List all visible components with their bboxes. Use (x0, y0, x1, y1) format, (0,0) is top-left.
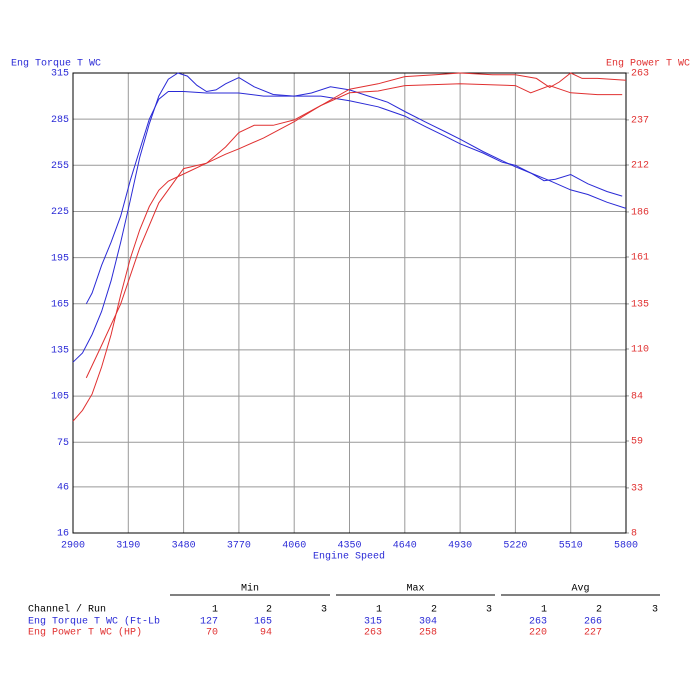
y2-axis-title: Eng Power T WC (606, 59, 690, 70)
header-cell: 3 (652, 605, 658, 616)
y-tick-label: 285 (51, 115, 69, 126)
value-cell: 266 (584, 617, 602, 628)
header-cell: Channel / Run (28, 604, 106, 616)
y-tick-label: 165 (51, 299, 69, 310)
x-tick-label: 5220 (503, 541, 527, 552)
x-tick-label: 4930 (448, 541, 472, 552)
header-cell: 3 (321, 605, 327, 616)
plot-frame (72, 72, 627, 534)
x-tick-label: 3190 (116, 541, 140, 552)
x-tick-label: 4350 (337, 541, 361, 552)
y-tick-label: 315 (51, 69, 69, 80)
value-cell: 263 (529, 617, 547, 628)
y2-tick-label: 59 (631, 437, 643, 448)
y-tick-label: 16 (57, 529, 69, 540)
group-header: Avg (571, 584, 589, 595)
y-tick-label: 46 (57, 482, 69, 493)
value-cell: 227 (584, 628, 602, 639)
x-tick-label: 4640 (393, 541, 417, 552)
y2-tick-label: 135 (631, 300, 649, 311)
value-cell: 127 (200, 617, 218, 628)
data-line (72, 72, 627, 422)
channel-cell: Eng Torque T WC (Ft-Lb (28, 616, 160, 628)
y-tick-label: 225 (51, 207, 69, 218)
x-tick-label: 4060 (282, 541, 306, 552)
y-tick-label: 75 (57, 438, 69, 449)
value-cell: 220 (529, 628, 547, 639)
y2-tick-label: 33 (631, 484, 643, 495)
y-tick-label: 135 (51, 346, 69, 357)
x-tick-label: 3480 (172, 541, 196, 552)
group-header: Min (241, 583, 259, 595)
value-cell: 70 (206, 628, 218, 639)
x-tick-label: 3770 (227, 541, 251, 552)
y2-tick-label: 84 (631, 392, 643, 403)
x-tick-label: 5800 (614, 541, 638, 552)
y2-tick-label: 263 (631, 69, 649, 80)
header-cell: 2 (596, 605, 602, 616)
value-cell: 263 (364, 628, 382, 639)
y2-tick-label: 8 (631, 529, 637, 540)
value-cell: 258 (419, 628, 437, 639)
header-cell: 1 (541, 605, 547, 616)
header-cell: 3 (486, 605, 492, 616)
value-cell: 315 (364, 617, 382, 628)
header-cell: 2 (431, 605, 437, 616)
value-cell: 94 (260, 628, 272, 639)
channel-cell: Eng Power T WC (HP) (28, 627, 142, 639)
data-line (85, 83, 623, 379)
group-header: Max (406, 584, 424, 595)
header-cell: 2 (266, 605, 272, 616)
header-cell: 1 (212, 605, 218, 616)
y2-tick-label: 212 (631, 161, 649, 172)
header-cell: 1 (376, 605, 382, 616)
x-tick-label: 2900 (61, 541, 85, 552)
x-tick-label: 5510 (559, 541, 583, 552)
x-axis-title: Engine Speed (313, 551, 385, 563)
data-line (85, 91, 623, 305)
y2-tick-label: 237 (631, 116, 649, 127)
y2-tick-label: 186 (631, 208, 649, 219)
value-cell: 304 (419, 617, 437, 628)
summary-table: Min Max Avg Channel / Run 1 2 3 1 2 3 1 2 3 Eng Torqu… (28, 583, 660, 639)
y2-tick-label: 110 (631, 345, 649, 356)
y-tick-label: 255 (51, 161, 69, 172)
value-cell: 165 (254, 617, 272, 628)
plot: 2900 3190 3480 3770 4060 4350 4640 4930 5220 5510… (51, 69, 649, 552)
y-tick-label: 195 (51, 253, 69, 264)
y-axis-title: Eng Torque T WC (11, 59, 101, 70)
y-tick-label: 105 (51, 392, 69, 403)
y2-tick-label: 161 (631, 253, 649, 264)
